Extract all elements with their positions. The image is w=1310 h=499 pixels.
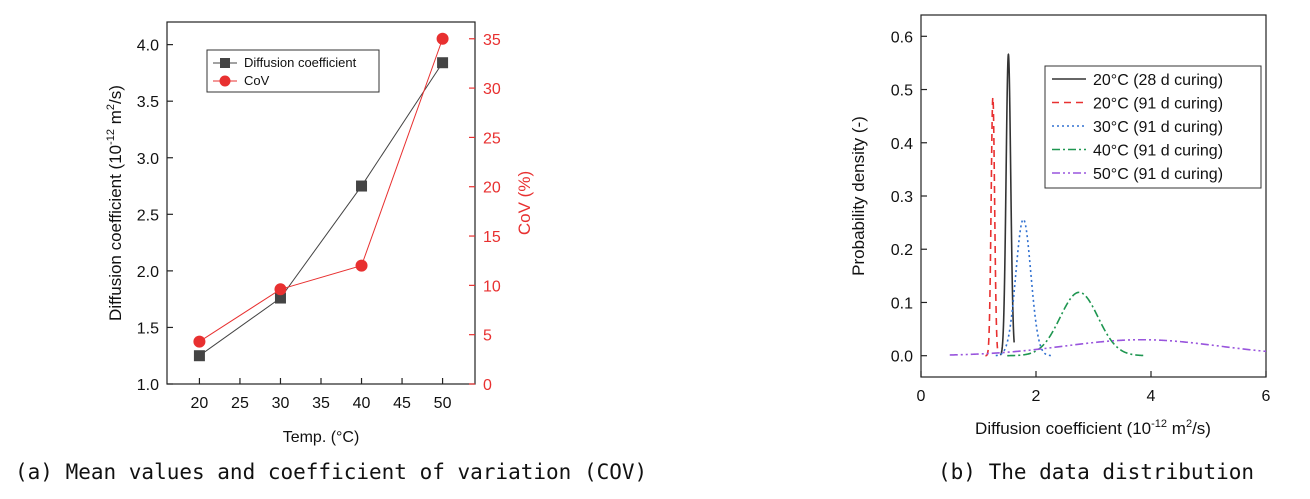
chart-b-series-line-4: [949, 338, 1266, 356]
chart-a-y-tick-label-right: 20: [483, 180, 501, 197]
chart-b-x-tick-label: 2: [1032, 388, 1041, 405]
caption-a: (a) Mean values and coefficient of varia…: [15, 460, 647, 484]
chart-b-legend-box: [1044, 65, 1262, 189]
chart-a-y-tick-label-left: 4.0: [137, 38, 159, 55]
chart-a-legend-box: [206, 49, 380, 93]
chart-a-y-tick-label-left: 2.5: [137, 207, 159, 224]
chart-b-x-tick-label: 4: [1147, 388, 1156, 405]
chart-a-y-axis-label-left: Diffusion coefficient (10-12 m2/s): [105, 85, 125, 321]
chart-b-y-axis-label: Probability density (-): [849, 116, 868, 276]
chart-a-x-tick-label: 50: [434, 395, 452, 412]
chart-b-x-tick-label: 6: [1262, 388, 1271, 405]
chart-a-y-tick-label-left: 3.5: [137, 94, 159, 111]
chart-b-x-tick-label: 0: [917, 388, 926, 405]
chart-a-point-cov: [436, 32, 449, 45]
chart-a-y-tick-label-right: 5: [483, 328, 492, 345]
chart-b-legend-label-3: 40°C (91 d curing): [1093, 143, 1223, 160]
chart-a-y-tick-label-right: 10: [483, 278, 501, 295]
chart-a-y-tick-label-left: 1.5: [137, 320, 159, 337]
chart-a-legend: Diffusion coefficient CoV: [206, 49, 380, 93]
chart-b-series-line-2: [995, 218, 1054, 357]
chart-a-series-line-0: [199, 62, 443, 357]
chart-b-y-tick-label: 0.0: [891, 349, 913, 366]
chart-a-point-cov: [274, 283, 287, 296]
chart-a-y-tick-label-left: 1.0: [137, 377, 159, 394]
chart-b-y-tick-label: 0.1: [891, 295, 913, 312]
chart-a-point-diffusion: [274, 292, 286, 304]
chart-a-x-tick-label: 20: [191, 395, 209, 412]
chart-a-y-tick-label-right: 30: [483, 81, 501, 98]
chart-a: 20 25 30 35 40 45 50 1.0 1.5 2.0 2.5 3.0 3.5 4.0 0 5 1…: [105, 21, 534, 446]
chart-b-y-tick-label: 0.6: [891, 29, 913, 46]
legend-label-cov: CoV: [244, 73, 270, 88]
chart-b-y-tick-label: 0.3: [891, 189, 913, 206]
chart-a-series-line-1: [199, 38, 444, 343]
legend-marker-cov: [219, 75, 231, 87]
legend-label-diffusion: Diffusion coefficient: [244, 55, 357, 70]
chart-a-y-tick-label-right: 15: [483, 229, 501, 246]
chart-a-point-cov: [355, 259, 368, 272]
chart-a-point-diffusion: [356, 180, 368, 192]
chart-a-x-tick-label: 35: [312, 395, 330, 412]
chart-b-legend-label-4: 50°C (91 d curing): [1093, 166, 1223, 183]
chart-a-x-tick-label: 40: [353, 395, 371, 412]
chart-a-x-tick-label: 25: [231, 395, 249, 412]
chart-a-y-tick-label-right: 25: [483, 130, 501, 147]
chart-a-y-tick-label-right: 35: [483, 32, 501, 49]
chart-a-point-diffusion: [437, 57, 449, 69]
chart-a-point-cov: [193, 335, 206, 348]
chart-a-x-tick-label: 30: [272, 395, 290, 412]
chart-a-y-axis-label-right: CoV (%): [515, 171, 534, 235]
chart-b-x-axis-label: Diffusion coefficient (10-12 m2/s): [975, 418, 1211, 438]
chart-a-x-axis-label: Temp. (°C): [283, 429, 360, 446]
chart-b-y-tick-label: 0.4: [891, 136, 913, 153]
chart-b: 0 2 4 6 0.0 0.1 0.2 0.3 0.4 0.5 0.6 Diffusion coe…: [849, 14, 1271, 438]
legend-marker-diffusion: [220, 58, 230, 68]
chart-b-series-line-3: [1007, 291, 1146, 357]
chart-b-legend-label-1: 20°C (91 d curing): [1093, 96, 1223, 113]
chart-b-legend: 20°C (28 d curing) 20°C (91 d curing) 30°C…: [1044, 65, 1262, 189]
chart-b-legend-label-0: 20°C (28 d curing): [1093, 72, 1223, 89]
chart-b-y-tick-label: 0.5: [891, 83, 913, 100]
caption-b: (b) The data distribution: [938, 460, 1254, 484]
chart-a-y-tick-label-left: 2.0: [137, 264, 159, 281]
chart-b-y-tick-label: 0.2: [891, 242, 913, 259]
chart-b-legend-label-2: 30°C (91 d curing): [1093, 119, 1223, 136]
chart-a-y-tick-label-right: 0: [483, 377, 492, 394]
chart-b-series-line-0: [999, 53, 1015, 356]
chart-a-y-tick-label-left: 3.0: [137, 151, 159, 168]
chart-a-point-diffusion: [193, 350, 205, 362]
chart-b-series-line-1: [985, 96, 999, 357]
chart-a-x-tick-label: 45: [393, 395, 411, 412]
